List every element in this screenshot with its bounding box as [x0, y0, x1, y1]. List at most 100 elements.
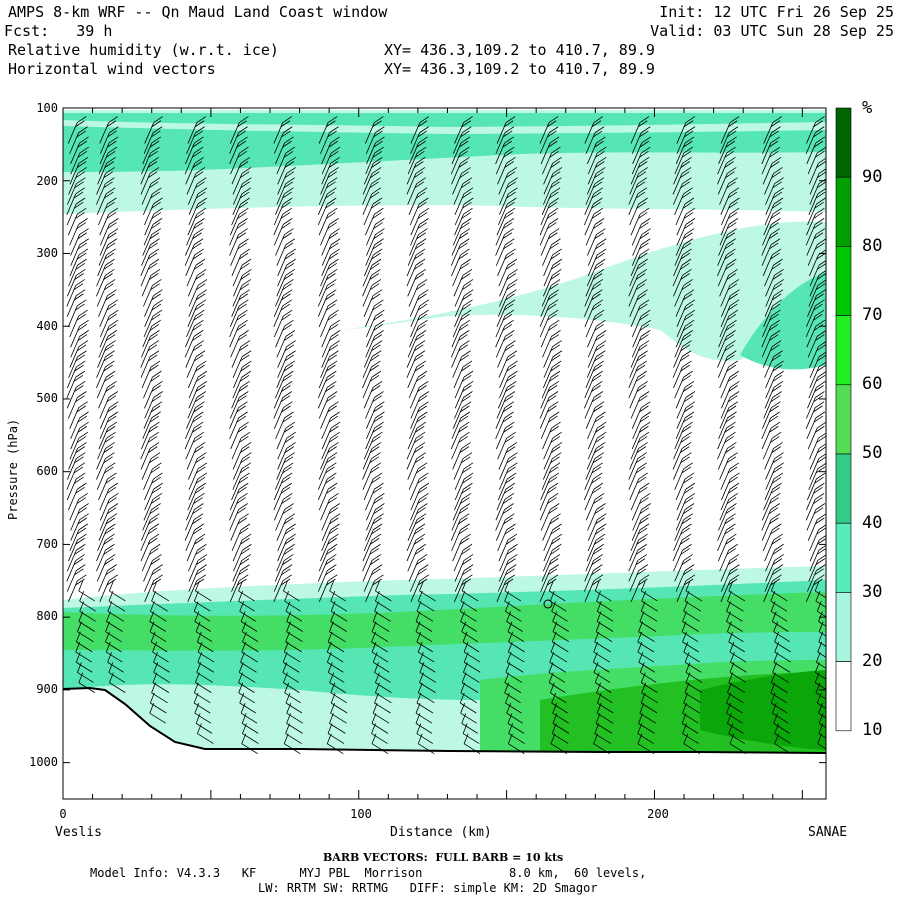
wind-barb-flag [153, 197, 163, 205]
wind-barb-flag [504, 503, 514, 510]
wind-barb-flag [284, 252, 295, 260]
wind-barb-flag [728, 126, 739, 134]
wind-barb-flag [728, 568, 738, 576]
wind-barb-flag [238, 662, 244, 673]
wind-barb-flag [192, 150, 202, 158]
wind-barb-shaft [371, 733, 388, 744]
wind-barb-flag [818, 260, 826, 266]
wind-barb-flag [242, 268, 252, 276]
wind-barb-flag [371, 385, 381, 392]
wind-barb-shaft [761, 417, 772, 440]
wind-barb-flag [195, 385, 206, 392]
wind-barb-flag [458, 242, 468, 250]
wind-barb-flag [240, 537, 250, 545]
wind-barb-flag [78, 309, 88, 317]
wind-barb-flag [286, 703, 292, 714]
wind-barb-flag [105, 462, 116, 470]
wind-barb-flag [506, 181, 516, 189]
wind-barb-flag [417, 370, 428, 378]
wind-barb-flag [769, 313, 779, 321]
wind-barb-shaft [717, 448, 728, 470]
wind-barb-shaft [187, 214, 198, 236]
y-axis-ticks [63, 107, 826, 764]
wind-barb-flag [193, 238, 204, 246]
wind-barb-flag [104, 161, 115, 168]
wind-barb-shaft [144, 295, 154, 317]
wind-barb-flag [681, 533, 692, 541]
wind-barb-flag [371, 187, 382, 195]
wind-barb-flag [371, 293, 381, 301]
wind-barb-flag [325, 283, 335, 291]
wind-barb-flag [593, 405, 603, 413]
wind-barb-flag [638, 161, 648, 168]
wind-barb-shaft [497, 570, 508, 592]
wind-barb-shaft [587, 234, 597, 256]
wind-barb-flag [79, 228, 89, 235]
wind-barb-shaft [765, 193, 776, 215]
wind-barb-flag [194, 120, 205, 128]
wind-barb-flag [327, 313, 337, 321]
wind-barb-shaft [273, 122, 284, 144]
wind-barb-shaft [499, 275, 509, 297]
wind-barb-shaft [66, 295, 77, 317]
wind-barb-shaft [229, 142, 239, 165]
wind-barb-flag [325, 568, 335, 576]
wind-barb-shaft [98, 203, 108, 226]
wind-barb-flag [727, 487, 738, 494]
wind-barb-flag [640, 126, 651, 134]
wind-barb-flag [727, 374, 738, 382]
wind-barb-flag [370, 171, 380, 178]
wind-barb-shaft [809, 346, 819, 368]
wind-barb-flag [458, 140, 469, 148]
wind-barb-shaft [807, 387, 817, 409]
wind-barb-shaft [143, 193, 153, 215]
wind-barb-shaft [321, 346, 332, 368]
wind-barb-flag [149, 523, 159, 531]
wind-barb-shaft [761, 336, 772, 358]
wind-barb-flag [816, 564, 826, 571]
wind-barb-shaft [676, 580, 687, 602]
wind-barb-shaft [99, 580, 110, 602]
wind-barb-flag [103, 273, 113, 280]
wind-barb-flag [769, 517, 779, 525]
wind-barb-shaft [362, 458, 372, 480]
wind-barb-flag [196, 191, 206, 199]
wind-barb-flag [150, 313, 161, 321]
wind-barb-flag [546, 395, 557, 403]
wind-barb-flag [680, 354, 690, 362]
wind-barb-flag [724, 242, 735, 250]
wind-barb-flag [326, 456, 336, 464]
wind-barb-flag [551, 692, 557, 704]
wind-barb-flag [105, 177, 115, 184]
wind-barb-flag [724, 252, 734, 260]
wind-barb-flag [596, 136, 606, 144]
wind-barb-flag [329, 167, 339, 174]
wind-barb-shaft [69, 132, 79, 154]
wind-barb-flag [639, 299, 650, 307]
wind-barb-flag [594, 177, 605, 184]
wind-barb-flag [109, 309, 119, 317]
wind-barb-shaft [66, 478, 77, 501]
wind-barb-shaft [585, 550, 596, 572]
wind-barb-shaft [365, 244, 376, 266]
wind-barb-flag [547, 313, 557, 321]
wind-barb-shaft [764, 203, 775, 226]
wind-barb-flag [726, 456, 737, 464]
wind-barb-flag [770, 421, 781, 429]
wind-barb-flag [105, 334, 116, 341]
wind-barb-flag [460, 421, 470, 429]
wind-barb-shaft [410, 305, 421, 328]
wind-barb-flag [813, 130, 823, 138]
wind-barb-flag [370, 262, 380, 270]
wind-barb-shaft [805, 407, 816, 429]
wind-barb-shaft [628, 468, 639, 490]
wind-barb-flag [770, 601, 776, 612]
wind-barb-flag [326, 652, 332, 663]
wind-barb-shaft [773, 631, 790, 643]
wind-barb-flag [591, 476, 601, 484]
wind-barb-flag [639, 116, 650, 123]
wind-barb-flag [326, 364, 336, 372]
wind-barb-flag [460, 431, 470, 439]
wind-barb-shaft [149, 621, 166, 632]
wind-barb-flag [236, 497, 246, 504]
